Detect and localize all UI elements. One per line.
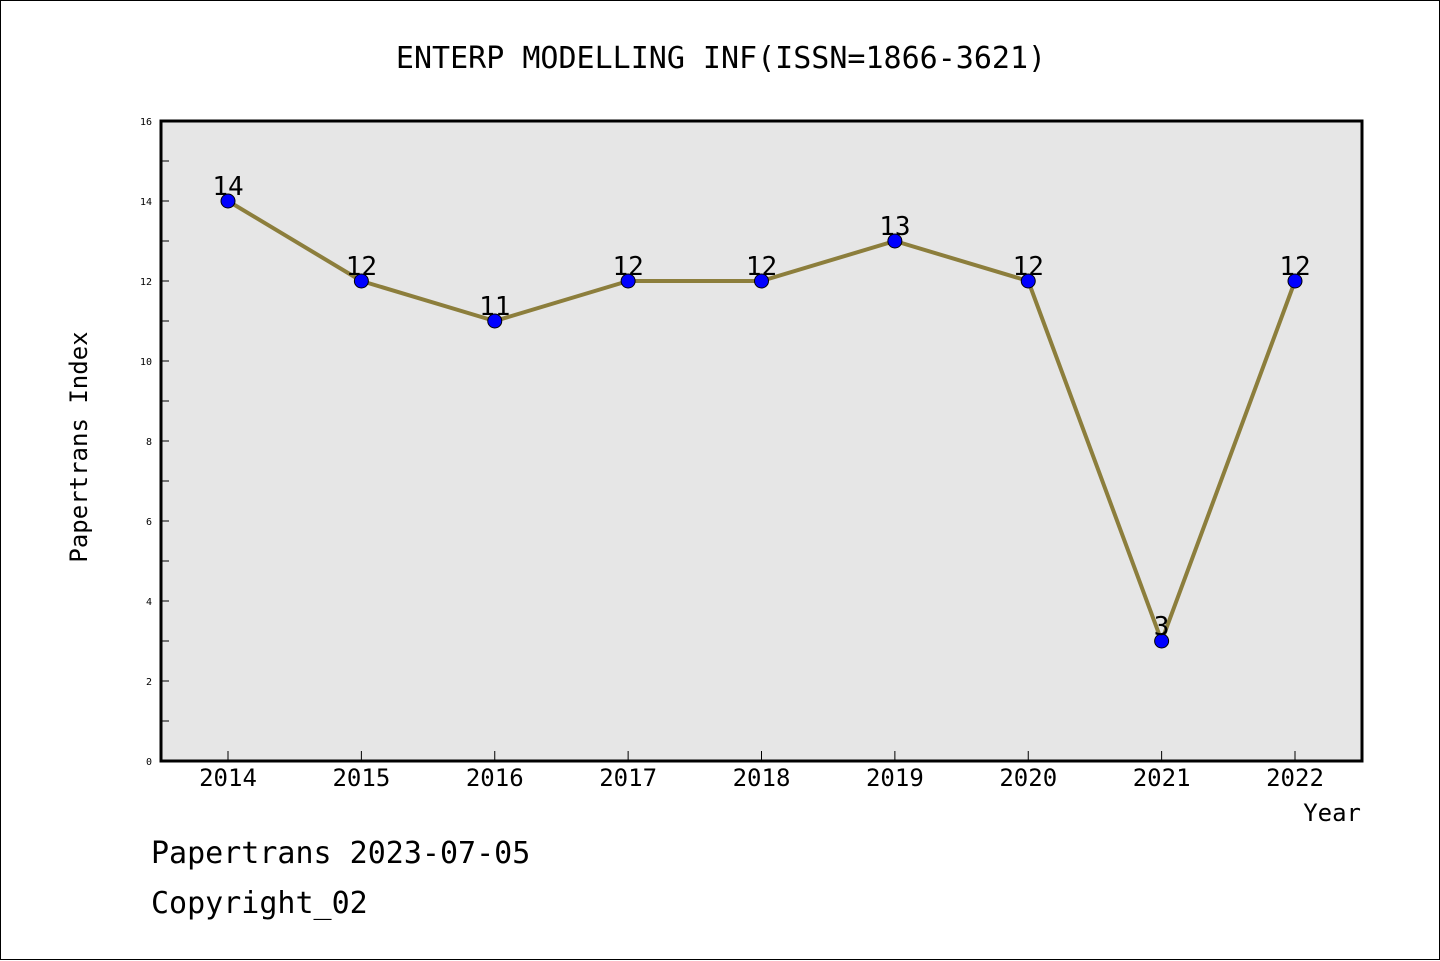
data-point xyxy=(887,233,903,249)
data-label: 3 xyxy=(1154,612,1170,642)
x-tick-label: 2020 xyxy=(999,764,1057,792)
data-label: 12 xyxy=(1013,252,1044,282)
x-tick-label: 2016 xyxy=(466,764,524,792)
x-tick-label: 2015 xyxy=(332,764,390,792)
data-label: 12 xyxy=(1279,252,1310,282)
data-point xyxy=(1020,273,1036,289)
footer-copyright-line: Copyright_02 xyxy=(151,886,368,921)
y-tick-label: 14 xyxy=(140,197,152,208)
data-point xyxy=(620,273,636,289)
data-label: 14 xyxy=(212,172,243,202)
y-tick-label: 0 xyxy=(146,757,152,768)
x-tick-label: 2021 xyxy=(1133,764,1191,792)
footer-date-line: Papertrans 2023-07-05 xyxy=(151,836,531,871)
y-tick-label: 12 xyxy=(140,277,152,288)
y-tick-label: 10 xyxy=(140,357,152,368)
data-label: 13 xyxy=(879,212,910,242)
data-label: 12 xyxy=(612,252,643,282)
y-tick-label: 4 xyxy=(146,597,152,608)
plot-area xyxy=(159,119,1364,763)
data-label: 11 xyxy=(479,292,510,322)
y-tick-label: 6 xyxy=(146,517,152,528)
x-tick-label: 2022 xyxy=(1266,764,1324,792)
x-tick-label: 2017 xyxy=(599,764,657,792)
y-tick-label: 8 xyxy=(146,437,152,448)
y-tick-label: 16 xyxy=(140,117,152,128)
data-point xyxy=(220,193,236,209)
data-point xyxy=(353,273,369,289)
x-axis-label: Year xyxy=(1303,799,1361,827)
x-tick-label: 2019 xyxy=(866,764,924,792)
chart-title: ENTERP MODELLING INF(ISSN=1866-3621) xyxy=(396,41,1046,76)
x-tick-label: 2018 xyxy=(733,764,791,792)
data-point xyxy=(754,273,769,289)
data-label: 12 xyxy=(746,252,777,282)
data-point xyxy=(1287,273,1303,289)
x-tick-label: 2014 xyxy=(199,764,257,792)
data-point xyxy=(487,313,503,329)
data-point xyxy=(1154,633,1170,649)
y-axis-label: Papertrans Index xyxy=(65,331,93,562)
data-label: 12 xyxy=(346,252,377,282)
y-tick-label: 2 xyxy=(146,677,152,688)
